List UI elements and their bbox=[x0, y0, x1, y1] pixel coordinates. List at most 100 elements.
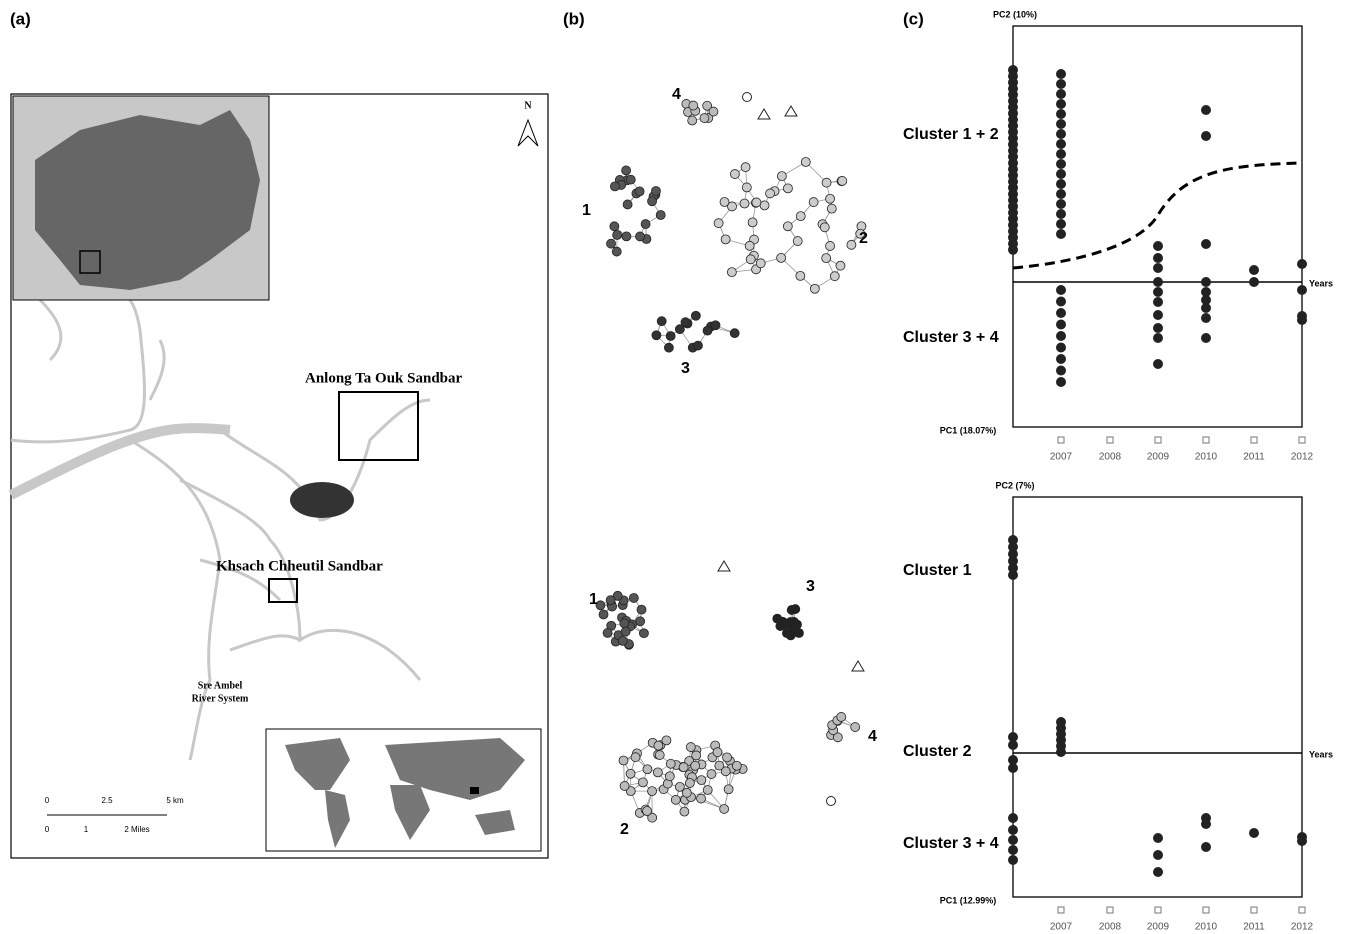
node bbox=[742, 183, 751, 192]
sample-dot bbox=[1056, 297, 1066, 307]
sample-dot bbox=[1056, 179, 1066, 189]
node bbox=[653, 768, 662, 777]
node bbox=[723, 753, 732, 762]
node bbox=[827, 797, 836, 806]
node bbox=[756, 259, 765, 268]
node bbox=[713, 748, 722, 757]
sample-dot bbox=[1249, 277, 1259, 287]
sample-dot bbox=[1201, 303, 1211, 313]
scale-label: 2 Miles bbox=[124, 825, 149, 834]
sample-dot bbox=[1056, 189, 1066, 199]
node bbox=[758, 109, 770, 119]
node bbox=[796, 212, 805, 221]
site-label: Khsach Chheutil Sandbar bbox=[216, 558, 383, 574]
x-axis-label: PC1 (12.99%) bbox=[940, 895, 997, 905]
sample-dot bbox=[1201, 105, 1211, 115]
sample-dot bbox=[1201, 131, 1211, 141]
node bbox=[783, 184, 792, 193]
node bbox=[657, 317, 666, 326]
node bbox=[610, 182, 619, 191]
node bbox=[709, 107, 718, 116]
cluster-number: 4 bbox=[868, 728, 877, 745]
node bbox=[662, 736, 671, 745]
node bbox=[619, 756, 628, 765]
sample-dot bbox=[1249, 265, 1259, 275]
sample-dot bbox=[1056, 331, 1066, 341]
node bbox=[610, 222, 619, 231]
node bbox=[700, 114, 709, 123]
sample-dot bbox=[1056, 139, 1066, 149]
sample-dot bbox=[1056, 99, 1066, 109]
sample-dot bbox=[1008, 740, 1018, 750]
year-label: 2008 bbox=[1099, 452, 1122, 463]
node bbox=[721, 235, 730, 244]
node bbox=[786, 631, 795, 640]
node bbox=[612, 247, 621, 256]
sample-dot bbox=[1153, 359, 1163, 369]
panel-label: (a) bbox=[10, 9, 31, 28]
node bbox=[743, 93, 752, 102]
sample-dot bbox=[1056, 308, 1066, 318]
year-label: 2011 bbox=[1243, 452, 1265, 463]
pca-plots: PC2 (10%)PC1 (18.07%)YearsCluster 1 + 2C… bbox=[903, 9, 1333, 932]
year-tick bbox=[1299, 437, 1305, 443]
north-label: N bbox=[524, 100, 532, 111]
sample-dot bbox=[1201, 842, 1211, 852]
node bbox=[780, 620, 789, 629]
sample-dot bbox=[1008, 570, 1018, 580]
cluster-number: 2 bbox=[620, 821, 629, 838]
year-tick bbox=[1058, 437, 1064, 443]
node bbox=[691, 311, 700, 320]
node bbox=[622, 166, 631, 175]
figure: (a) N Anlong Ta Ouk Sandbar Khsach Chheu… bbox=[0, 0, 1349, 934]
sample-dot bbox=[1056, 89, 1066, 99]
node bbox=[675, 782, 684, 791]
node bbox=[838, 176, 847, 185]
sample-dot bbox=[1056, 320, 1066, 330]
sample-dot bbox=[1056, 79, 1066, 89]
node bbox=[692, 751, 701, 760]
cluster-number: 2 bbox=[859, 230, 868, 247]
time-label: Years bbox=[1309, 749, 1333, 759]
node bbox=[827, 204, 836, 213]
node bbox=[732, 761, 741, 770]
year-tick bbox=[1107, 437, 1113, 443]
sample-dot bbox=[1056, 159, 1066, 169]
sample-dot bbox=[1008, 845, 1018, 855]
cluster-number: 1 bbox=[582, 202, 591, 219]
node bbox=[631, 753, 640, 762]
node bbox=[740, 199, 749, 208]
networks bbox=[596, 93, 866, 823]
cluster-label: Cluster 3 + 4 bbox=[903, 329, 999, 346]
node bbox=[648, 787, 657, 796]
node bbox=[822, 254, 831, 263]
sample-dot bbox=[1153, 297, 1163, 307]
node bbox=[809, 198, 818, 207]
node bbox=[620, 781, 629, 790]
node bbox=[730, 170, 739, 179]
node bbox=[654, 741, 663, 750]
node bbox=[666, 331, 675, 340]
year-label: 2007 bbox=[1050, 922, 1073, 933]
node bbox=[787, 605, 796, 614]
sample-dot bbox=[1153, 241, 1163, 251]
year-label: 2009 bbox=[1147, 452, 1170, 463]
node bbox=[796, 271, 805, 280]
sample-dot bbox=[1056, 219, 1066, 229]
node bbox=[801, 157, 810, 166]
node bbox=[777, 253, 786, 262]
panel-label: (b) bbox=[563, 9, 585, 28]
cluster-label: Cluster 2 bbox=[903, 743, 972, 760]
sample-dot bbox=[1056, 109, 1066, 119]
node bbox=[680, 807, 689, 816]
node bbox=[752, 198, 761, 207]
node bbox=[656, 211, 665, 220]
year-tick bbox=[1155, 907, 1161, 913]
cluster-number: 1 bbox=[589, 591, 598, 608]
sample-dot bbox=[1153, 850, 1163, 860]
sample-dot bbox=[1297, 285, 1307, 295]
sample-dot bbox=[1056, 377, 1066, 387]
sample-dot bbox=[1056, 199, 1066, 209]
sample-dot bbox=[1008, 835, 1018, 845]
sample-dot bbox=[1056, 366, 1066, 376]
